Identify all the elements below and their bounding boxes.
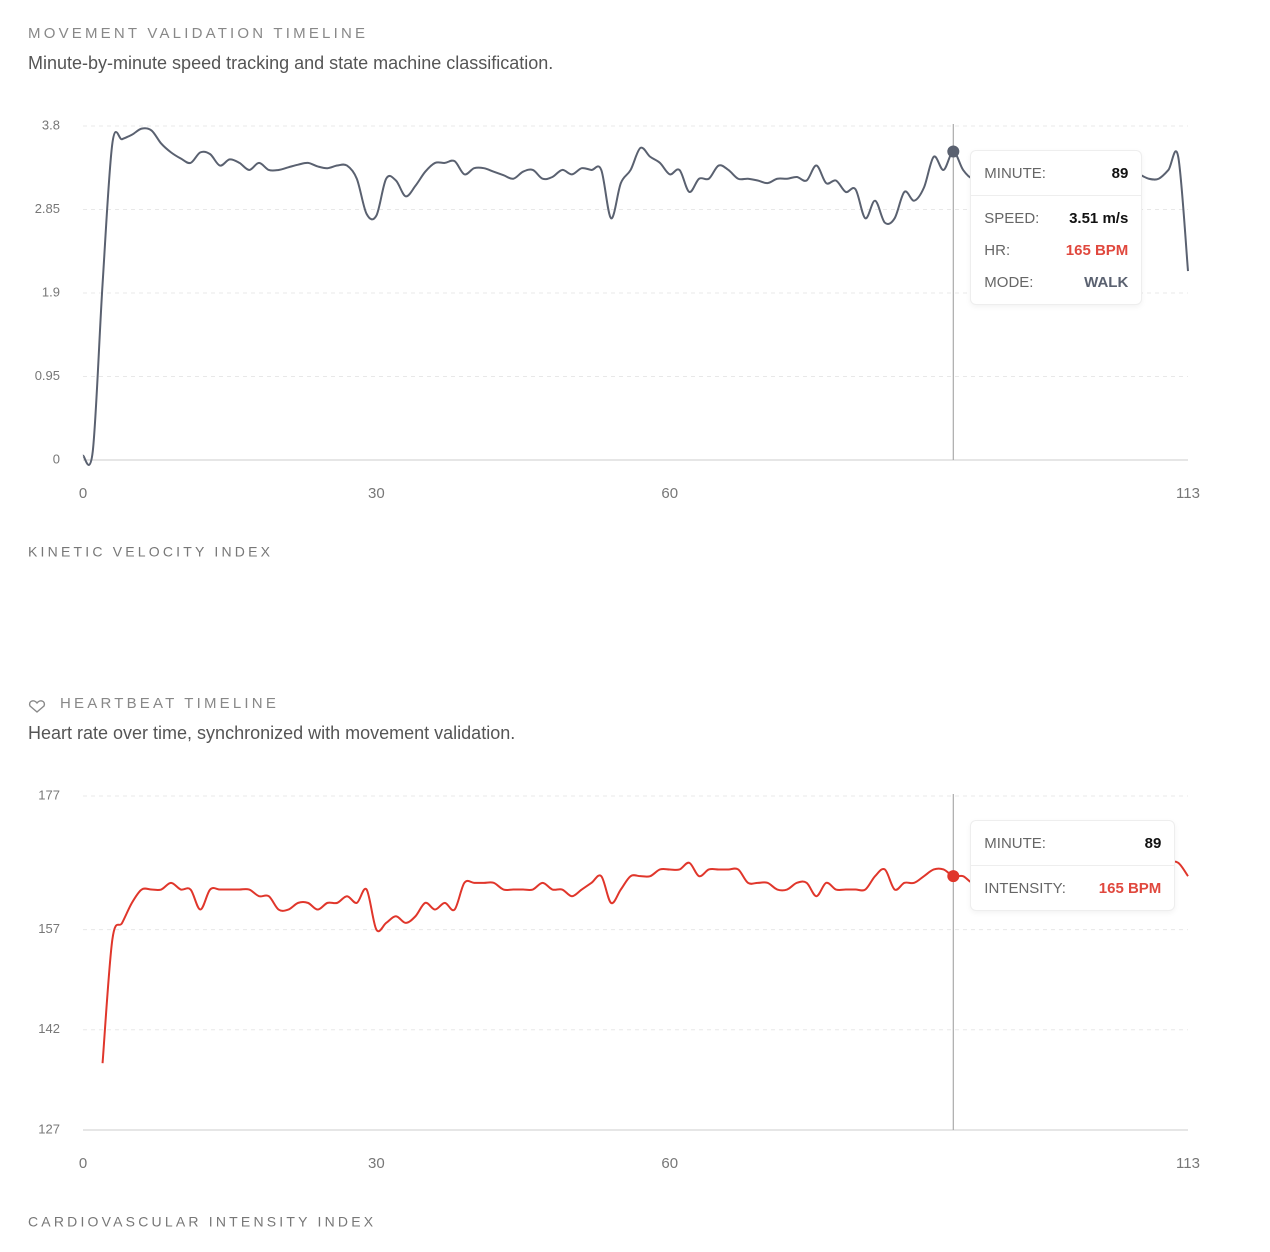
y-tick-label: 3.8 <box>42 117 60 132</box>
x-tick-label: 60 <box>661 1155 678 1172</box>
tooltip: MINUTE: 89 SPEED: 3.51 m/s HR: 165 BPM MODE: WA… <box>970 150 1143 305</box>
tooltip-value: 165 BPM <box>1065 241 1129 259</box>
x-tick-label: 60 <box>661 485 678 502</box>
tooltip-value: WALK <box>1084 273 1129 291</box>
tooltip-value: 165 BPM <box>1098 879 1162 897</box>
section-subtitle: Heart rate over time, synchronized with … <box>28 723 515 743</box>
tooltip-row: HR: 165 BPM <box>971 234 1141 266</box>
tooltip-label: MODE: <box>984 273 1034 291</box>
y-tick-label: 0.95 <box>35 368 60 383</box>
x-tick-label: 0 <box>79 485 87 502</box>
tooltip-row: SPEED: 3.51 m/s <box>971 202 1141 234</box>
tooltip-row: MINUTE: 89 <box>971 827 1174 859</box>
y-tick-label: 177 <box>38 787 60 802</box>
x-tick-label: 30 <box>368 1155 385 1172</box>
section-subtitle: Minute-by-minute speed tracking and stat… <box>28 53 553 73</box>
section-title: HEARTBEAT TIMELINE <box>60 695 279 712</box>
x-tick-label: 0 <box>79 1155 87 1172</box>
tooltip-row: INTENSITY: 165 BPM <box>971 872 1174 904</box>
section-title: MOVEMENT VALIDATION TIMELINE <box>28 25 368 42</box>
x-tick-label: 30 <box>368 485 385 502</box>
tooltip-label: MINUTE: <box>984 834 1046 852</box>
y-tick-label: 157 <box>38 921 60 936</box>
tooltip-label: INTENSITY: <box>984 879 1066 897</box>
active-point <box>947 145 960 158</box>
active-point <box>947 870 960 883</box>
y-tick-label: 2.85 <box>35 201 60 216</box>
tooltip: MINUTE: 89 INTENSITY: 165 BPM <box>970 820 1176 911</box>
tooltip-label: HR: <box>984 241 1011 259</box>
tooltip-value: 89 <box>1111 164 1129 182</box>
tooltip-value: 89 <box>1144 834 1162 852</box>
y-tick-label: 0 <box>53 451 60 466</box>
x-tick-label: 113 <box>1176 1155 1200 1172</box>
y-tick-label: 142 <box>38 1021 60 1036</box>
tooltip-divider <box>971 865 1175 866</box>
tooltip-value: 3.51 m/s <box>1069 209 1129 227</box>
y-tick-label: 1.9 <box>42 284 60 299</box>
chart-caption: KINETIC VELOCITY INDEX <box>28 544 273 560</box>
chart-caption: CARDIOVASCULAR INTENSITY INDEX <box>28 1214 376 1230</box>
tooltip-divider <box>971 195 1142 196</box>
tooltip-label: SPEED: <box>984 209 1040 227</box>
heart-icon <box>28 700 46 713</box>
tooltip-label: MINUTE: <box>984 164 1046 182</box>
y-tick-label: 127 <box>38 1121 60 1136</box>
x-tick-label: 113 <box>1176 485 1200 502</box>
tooltip-row: MODE: WALK <box>971 266 1141 298</box>
tooltip-row: MINUTE: 89 <box>971 157 1141 189</box>
